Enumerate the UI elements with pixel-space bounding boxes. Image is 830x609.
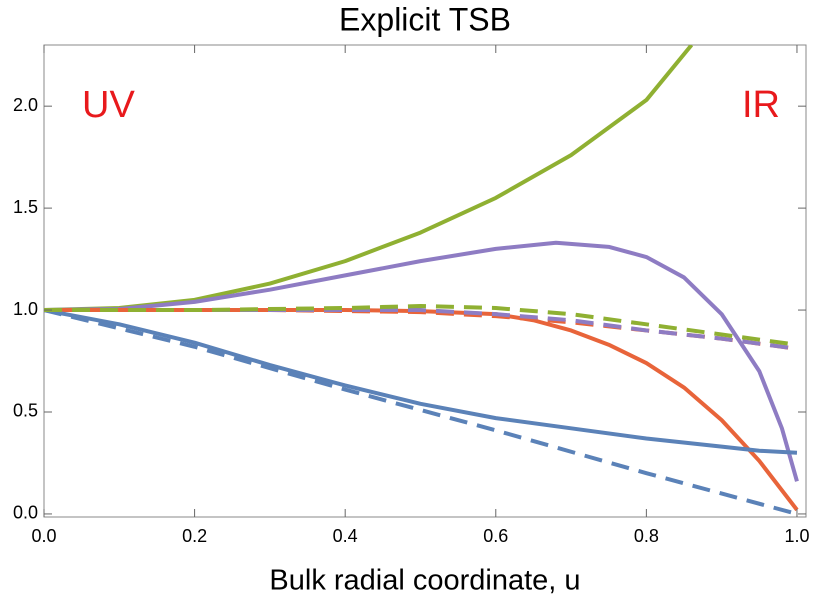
x-axis-label: Bulk radial coordinate, u xyxy=(269,565,580,597)
x-tick-label: 0.2 xyxy=(182,526,207,546)
y-tick-label: 0.5 xyxy=(13,401,38,421)
x-tick-label: 0.4 xyxy=(333,526,358,546)
dashed-line xyxy=(44,308,798,516)
x-tick-label: 0.0 xyxy=(31,526,56,546)
y-tick-label: 0.0 xyxy=(13,503,38,523)
dashed-line xyxy=(44,303,798,347)
chart-title: Explicit TSB xyxy=(339,1,511,37)
dashed-line xyxy=(44,308,798,351)
annotation: UV xyxy=(82,84,135,126)
y-tick-label: 1.5 xyxy=(13,197,38,217)
line xyxy=(44,240,799,482)
y-tick-label: 2.0 xyxy=(13,95,38,115)
x-tick-label: 0.6 xyxy=(483,526,508,546)
annotation: IR xyxy=(742,84,780,126)
dashed-line xyxy=(44,308,798,351)
x-tick-label: 0.8 xyxy=(634,526,659,546)
line xyxy=(44,308,798,455)
x-tick-label: 1.0 xyxy=(784,526,809,546)
line xyxy=(44,308,799,512)
plot-frame xyxy=(43,44,807,518)
y-tick-label: 1.0 xyxy=(13,299,38,319)
plot-area xyxy=(44,45,799,516)
